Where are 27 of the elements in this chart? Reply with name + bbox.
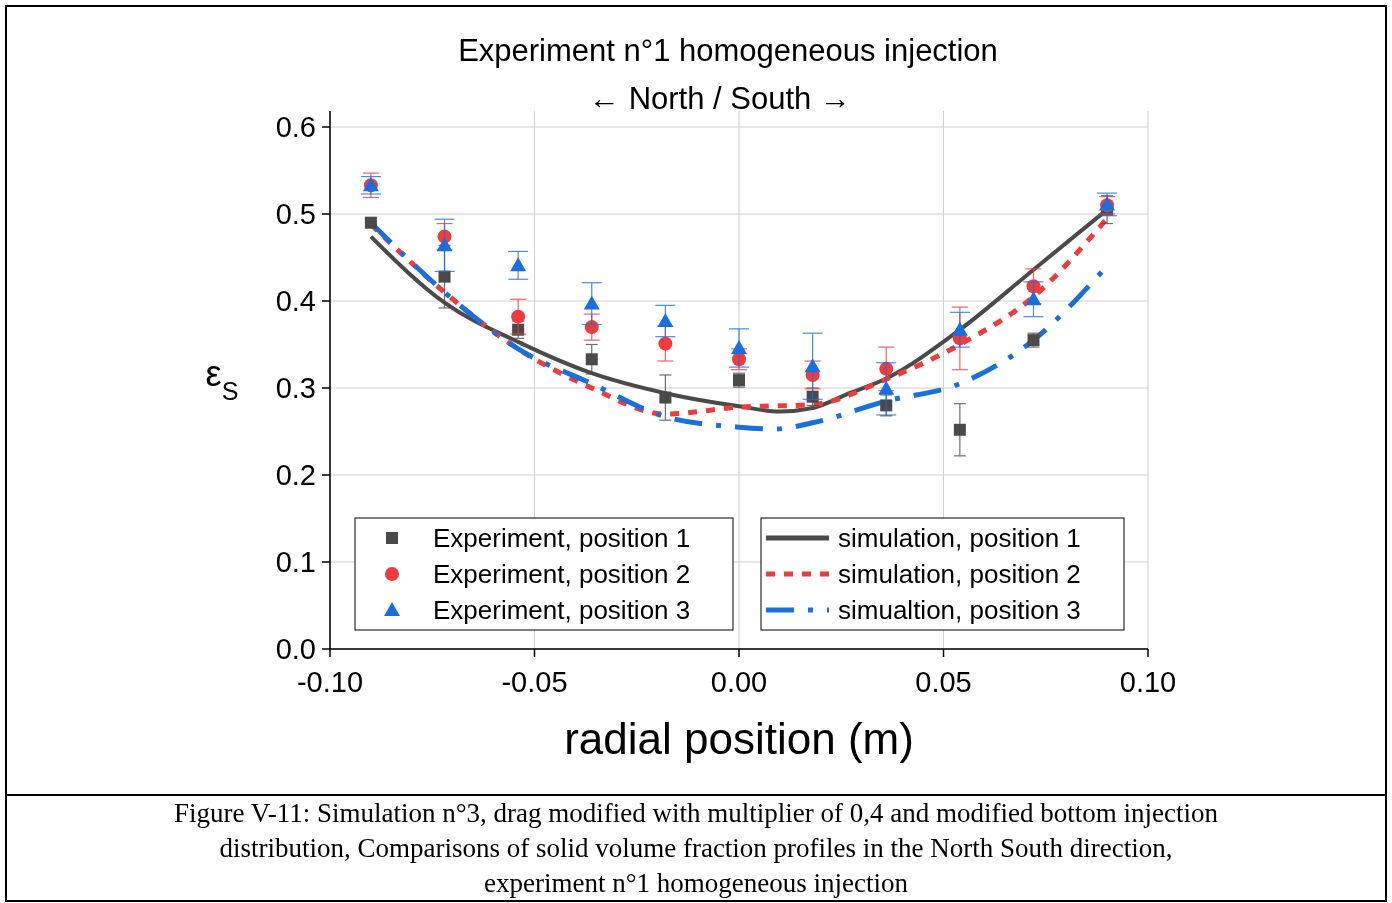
legend-label: simulation, position 2 xyxy=(838,559,1081,589)
y-tick-label: 0.0 xyxy=(275,633,316,665)
x-tick-label: 0.05 xyxy=(915,666,972,698)
legend-label: Experiment, position 3 xyxy=(433,595,691,625)
x-axis-title: radial position (m) xyxy=(564,714,914,763)
x-tick-label: 0.00 xyxy=(710,666,768,698)
y-tick-label: 0.2 xyxy=(275,459,316,491)
legend-label: Experiment, position 2 xyxy=(433,559,691,589)
legend-label: simualtion, position 3 xyxy=(838,595,1081,625)
y-tick-label: 0.6 xyxy=(275,111,316,143)
y-tick-label: 0.3 xyxy=(275,372,316,404)
legend-label: Experiment, position 1 xyxy=(433,523,691,553)
x-tick-label: -0.05 xyxy=(501,666,568,698)
x-tick-label: -0.10 xyxy=(296,666,364,698)
y-axis-title: ε$_{S}$ xyxy=(205,353,239,405)
y-tick-label: 0.5 xyxy=(275,198,316,230)
point xyxy=(659,391,672,404)
legend-label: simulation, position 1 xyxy=(838,523,1081,553)
y-tick-label: 0.4 xyxy=(275,285,316,317)
point xyxy=(583,295,600,310)
chart-subtitle: ← North / South → xyxy=(589,81,851,116)
x-tick-label: 0.10 xyxy=(1119,666,1177,698)
point xyxy=(880,399,893,412)
chart-title: Experiment n°1 homogeneous injection xyxy=(458,33,998,68)
point xyxy=(585,353,598,366)
y-tick-label: 0.1 xyxy=(275,546,316,578)
text: Figure V-11: Simulation n°3, drag modified with multiplier of 0,4 and modified bottom injection distribution, Comparisons of solid volume fraction profiles in the North South direction, experiment n°1 homogeneous injection xyxy=(174,798,1219,898)
